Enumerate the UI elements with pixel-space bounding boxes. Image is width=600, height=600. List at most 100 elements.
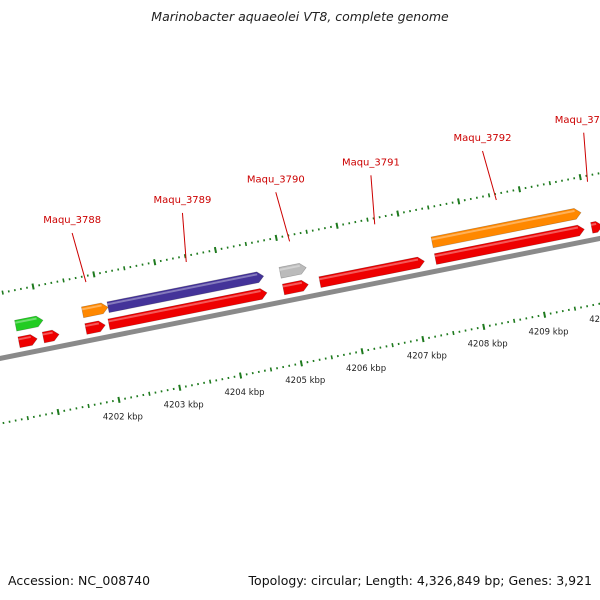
gene-arrow [41, 329, 60, 344]
gene-arrow-highlight [108, 290, 261, 323]
major-tick [542, 311, 547, 318]
accession-value: NC_008740 [78, 573, 151, 588]
minor-tick [391, 343, 394, 348]
major-tick [396, 210, 400, 217]
major-tick [482, 323, 486, 331]
minor-tick [183, 253, 187, 259]
ruler-label: 4208 kbp [468, 340, 508, 350]
gene-arrow [433, 224, 585, 265]
minor-tick [26, 415, 29, 421]
genome-backbone [0, 235, 600, 361]
gene-arrow-highlight [107, 273, 258, 306]
topology-label: Topology: [248, 573, 308, 588]
major-tick [421, 335, 425, 343]
ruler-label: 4205 kbp [285, 376, 325, 386]
genes-label: Genes: [508, 573, 553, 588]
gene-arrow-highlight [434, 226, 579, 258]
minor-tick [148, 391, 151, 396]
minor-tick [487, 193, 491, 198]
gene-arrow [81, 302, 109, 319]
major-tick [457, 198, 461, 205]
gene-arrow [17, 334, 38, 349]
gene-arrow-highlight [42, 331, 53, 336]
major-tick [360, 348, 364, 355]
major-tick [178, 384, 182, 391]
gene-arrow [430, 208, 582, 249]
ruler-label: 4204 kbp [224, 388, 264, 398]
gene-arrow-highlight [81, 304, 102, 311]
gene-arrow [14, 315, 44, 332]
gene-arrow [281, 279, 309, 296]
gene-leader-line [583, 132, 589, 182]
gene-label: Maqu_3788 [43, 215, 101, 226]
outer-tick-ring [1, 172, 600, 295]
gene-arrow-highlight [85, 322, 100, 328]
accession-label: Accession: [8, 573, 75, 588]
accession-info: Accession: NC_008740 [8, 573, 150, 588]
gene-arrow-highlight [431, 209, 575, 241]
gene-arrow-highlight [18, 335, 31, 341]
major-tick [31, 283, 35, 290]
major-tick [239, 372, 243, 379]
ruler-label: 4206 kbp [346, 364, 386, 374]
minor-tick [427, 205, 430, 210]
gene-label: Maqu_3790 [247, 174, 305, 185]
gene-arrow-highlight [282, 281, 303, 288]
ruler-label: 4207 kbp [407, 352, 447, 362]
length-label: Length: [365, 573, 413, 588]
gene-label: Maqu_3789 [154, 195, 212, 206]
gene-arrow [278, 263, 307, 279]
gene-label: Maqu_3792 [454, 133, 512, 144]
gene-arrow [107, 288, 268, 331]
gene-leader-line [482, 150, 497, 201]
gene-leader-line [275, 192, 291, 242]
gene-label: Maqu_3793 [555, 115, 600, 126]
minor-tick [452, 330, 455, 336]
gene-arrow [84, 320, 106, 335]
minor-tick [366, 217, 369, 222]
minor-tick [1, 290, 4, 295]
gene-arrow-highlight [590, 222, 597, 226]
gene-leader-line [181, 212, 187, 263]
minor-tick [573, 306, 577, 311]
minor-tick [123, 266, 126, 271]
inner-tick-ring: 4202 kbp 4203 kbp 4204 kbp 4205 kbp 4206 kbp… [2, 302, 600, 425]
major-tick [517, 186, 522, 193]
backbone-line [0, 235, 600, 361]
gene-arrow-highlight [14, 317, 37, 324]
gene-arrow [590, 221, 600, 234]
major-tick [153, 259, 157, 266]
gene-arrow-highlight [279, 264, 300, 271]
major-tick [335, 222, 339, 229]
minor-tick [305, 229, 308, 234]
feature-track [14, 208, 600, 349]
minor-tick [512, 318, 516, 323]
minor-tick [269, 367, 273, 372]
length-value: 4,326,849 bp [416, 573, 501, 588]
gene-label-layer: Maqu_3788 Maqu_3789 Maqu_3790 Maqu_3791 Maqu… [43, 115, 600, 283]
gene-label: Maqu_3791 [342, 157, 400, 168]
genome-title: Marinobacter aquaeolei VT8, complete gen… [151, 9, 449, 24]
gene-arrow [318, 256, 425, 288]
topology-value: circular [311, 573, 358, 588]
minor-tick [244, 241, 248, 247]
major-tick [92, 271, 96, 278]
major-tick [117, 396, 121, 404]
major-tick [274, 234, 278, 242]
major-tick [578, 173, 582, 181]
gene-arrow-highlight [319, 258, 419, 281]
major-tick [56, 408, 60, 416]
minor-tick [209, 379, 212, 384]
ruler-label: 4202 kbp [103, 412, 143, 422]
gene-arrow [106, 271, 265, 313]
minor-tick [330, 355, 333, 360]
ruler-label: 4209 kbp [528, 327, 568, 337]
genes-value: 3,921 [556, 573, 592, 588]
major-tick [299, 360, 303, 367]
genome-summary: Topology: circular; Length: 4,326,849 bp… [248, 573, 592, 588]
major-tick [213, 246, 218, 254]
ruler-label: 4210 kbp [589, 315, 600, 325]
minor-tick [548, 181, 552, 186]
minor-tick [62, 278, 65, 283]
